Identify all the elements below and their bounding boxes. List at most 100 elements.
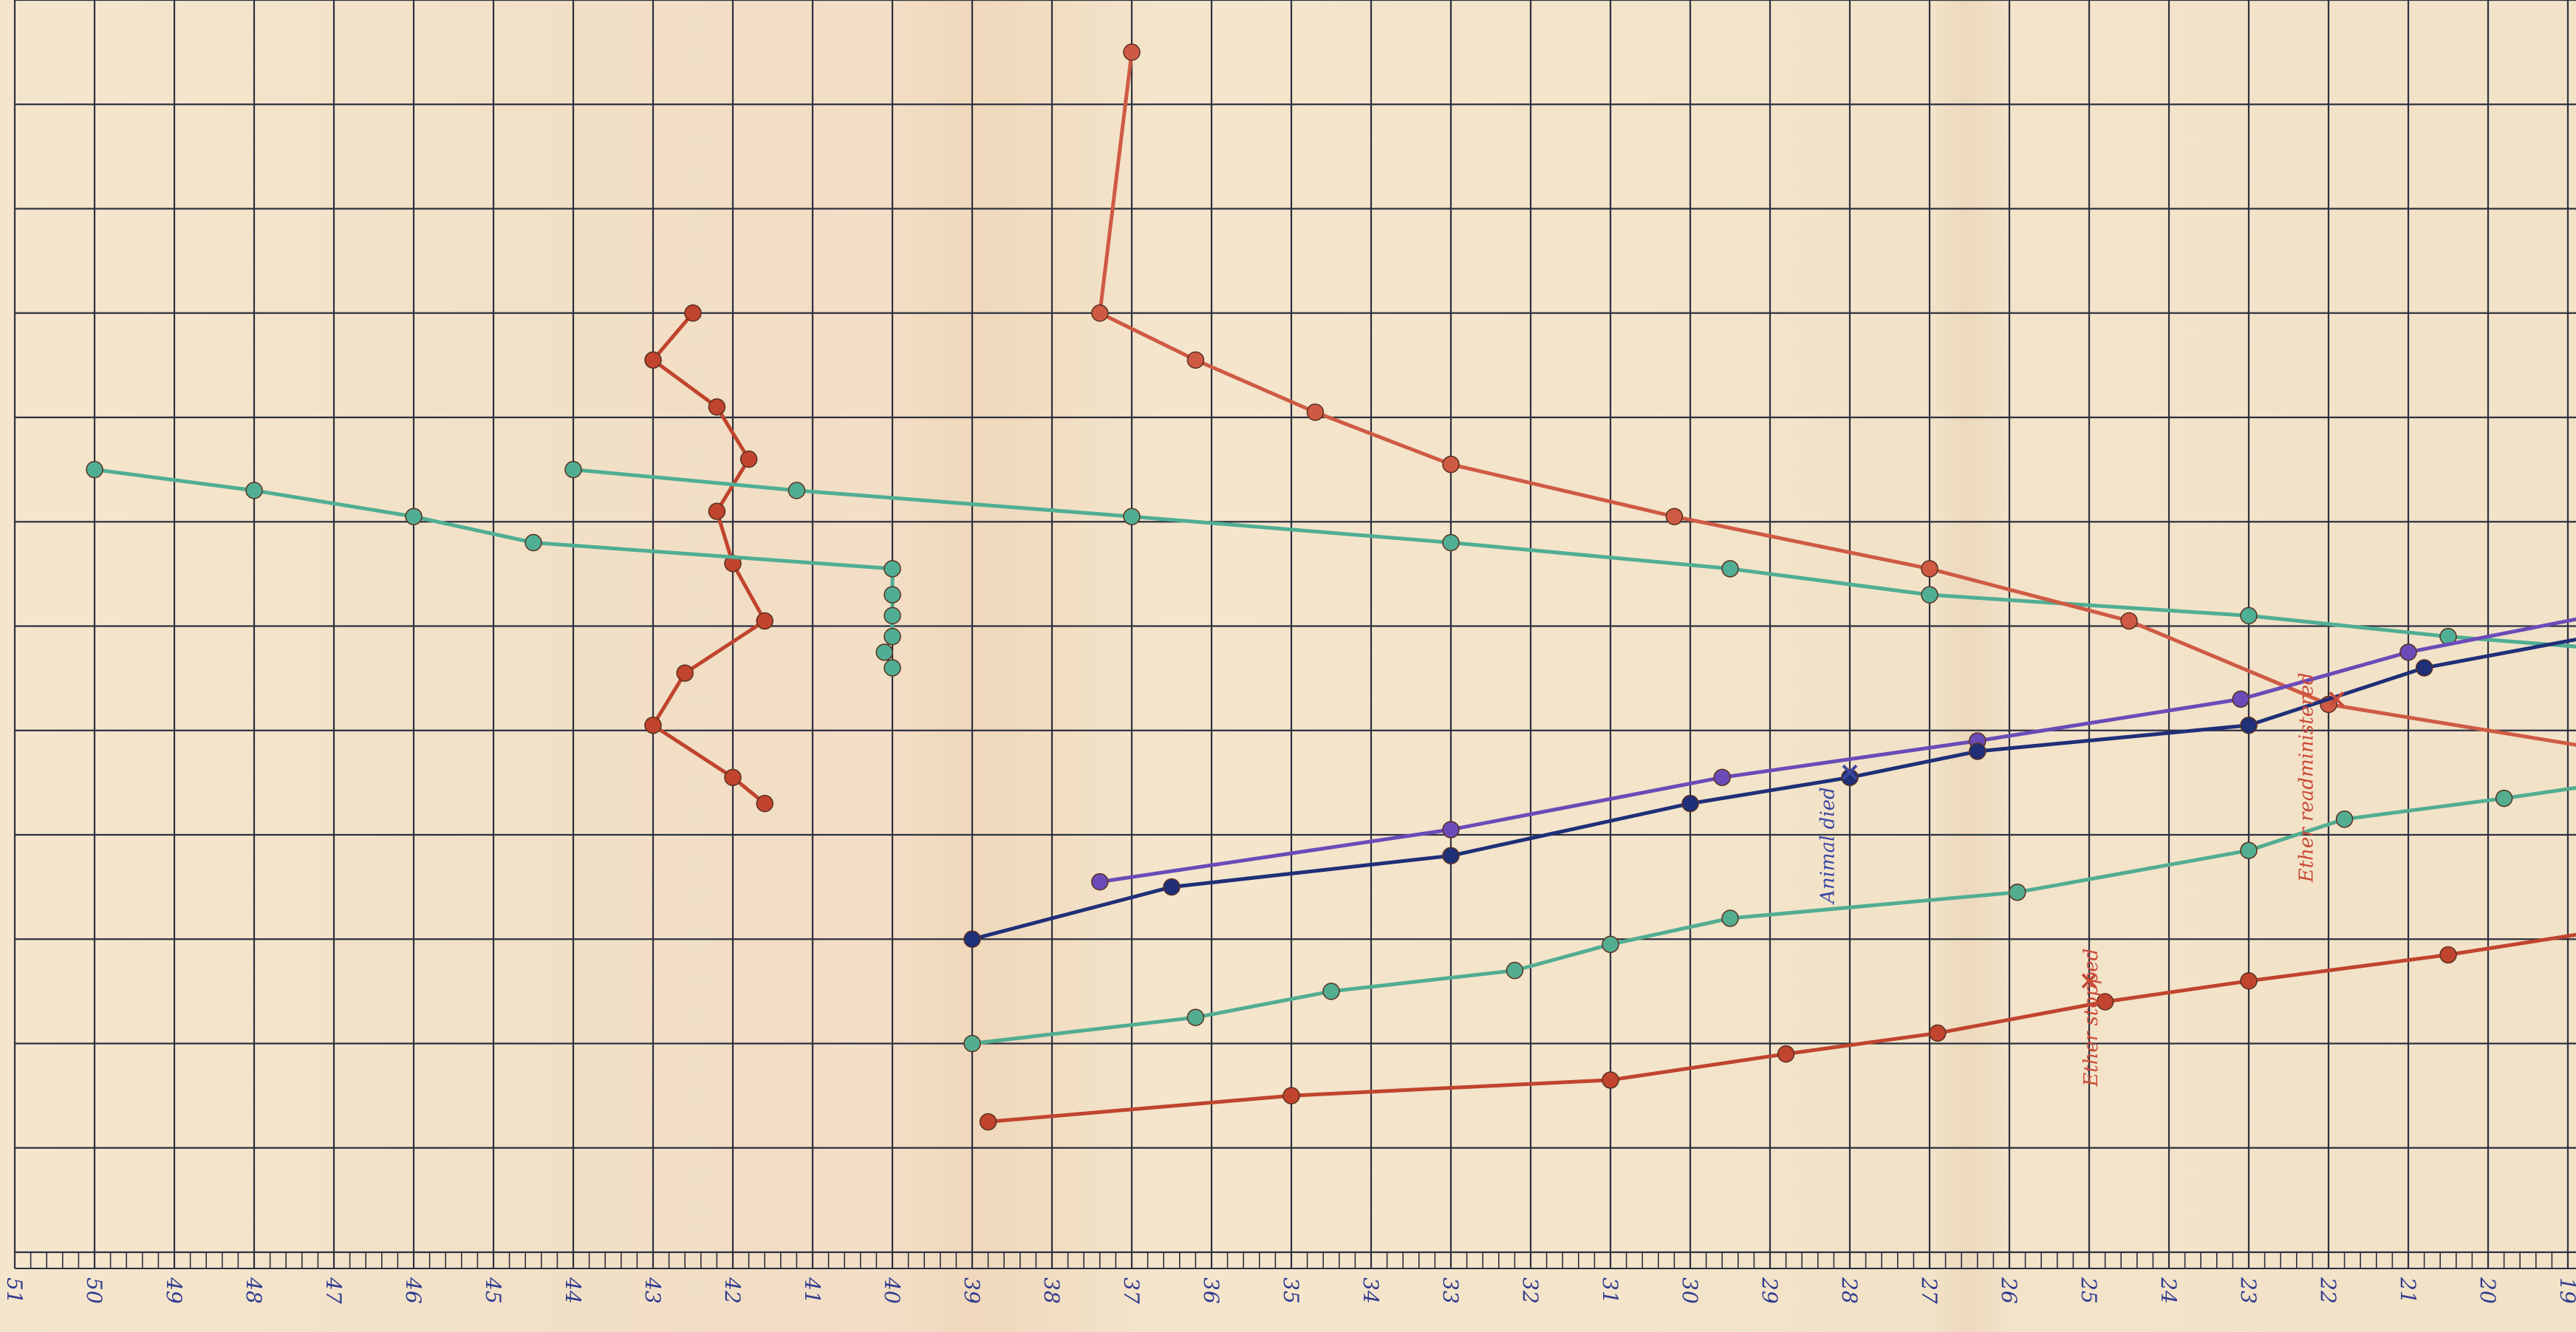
x-tick-label: 24 xyxy=(2156,1277,2181,1304)
data-point xyxy=(1602,1071,1619,1089)
data-point xyxy=(724,768,742,787)
x-tick-label: 40 xyxy=(880,1277,904,1304)
series-8 xyxy=(979,932,2576,1131)
x-tick-label: 25 xyxy=(2077,1277,2101,1304)
x-tick-label: 36 xyxy=(1199,1277,1223,1304)
data-point xyxy=(708,502,726,520)
data-point xyxy=(708,398,726,416)
data-point xyxy=(2240,607,2258,625)
data-point xyxy=(86,460,103,479)
series-4 xyxy=(1091,43,2576,747)
data-point xyxy=(2240,972,2258,990)
data-point xyxy=(1929,1024,1947,1042)
data-point xyxy=(525,533,542,552)
x-tick-label: 46 xyxy=(401,1277,426,1304)
data-point xyxy=(884,586,901,604)
data-point xyxy=(676,664,694,682)
data-point xyxy=(2415,659,2433,677)
data-point xyxy=(405,508,423,525)
data-point xyxy=(884,627,901,646)
x-tick-label: 22 xyxy=(2316,1277,2340,1304)
x-tick-label: 29 xyxy=(1757,1277,1782,1304)
data-point xyxy=(1841,768,1859,787)
data-point xyxy=(1777,1045,1795,1063)
data-point xyxy=(1123,508,1141,525)
x-tick-label: 30 xyxy=(1678,1277,1702,1304)
data-point xyxy=(2495,789,2513,807)
data-point xyxy=(2009,883,2026,901)
annotation-label: Ether readministered xyxy=(2295,672,2317,883)
x-tick-label: 21 xyxy=(2396,1277,2420,1304)
data-point xyxy=(1442,821,1460,839)
series-2 xyxy=(86,460,901,677)
data-point xyxy=(1091,872,1109,891)
data-point xyxy=(788,482,806,499)
data-point xyxy=(2232,690,2249,708)
data-point xyxy=(1306,403,1325,421)
series-1 xyxy=(644,304,773,813)
x-tick-label: 44 xyxy=(561,1277,585,1304)
data-point xyxy=(1721,909,1739,927)
x-tick-label: 20 xyxy=(2476,1277,2500,1304)
series-line xyxy=(986,932,2576,1124)
x-tick-label: 26 xyxy=(1997,1277,2021,1304)
series-line xyxy=(1098,50,2576,747)
annotation-label: Ether stopped xyxy=(2080,949,2102,1087)
x-tick-label: 33 xyxy=(1438,1277,1463,1304)
annotation-marker xyxy=(2081,973,2097,989)
x-tick-label: 47 xyxy=(321,1277,346,1304)
x-tick-label: 34 xyxy=(1359,1277,1383,1304)
x-tick-label: 35 xyxy=(1279,1277,1303,1304)
data-point xyxy=(1665,508,1684,525)
x-axis-ticks xyxy=(15,1252,2576,1269)
data-point xyxy=(1322,983,1340,1000)
data-point xyxy=(756,794,773,813)
annotation-marker xyxy=(2329,691,2345,707)
data-point xyxy=(684,304,702,322)
annotations: Ether stopped Animal died Ether readminist… xyxy=(1817,672,2345,1087)
data-point xyxy=(884,607,901,625)
annotation-marker xyxy=(1842,764,1858,780)
data-point xyxy=(979,1113,997,1131)
data-point xyxy=(245,482,263,499)
data-point xyxy=(884,659,901,677)
series-3 xyxy=(564,460,2576,649)
data-point xyxy=(2240,716,2258,734)
data-point xyxy=(2399,643,2417,661)
data-point xyxy=(1123,43,1141,61)
x-tick-label: 41 xyxy=(800,1277,824,1304)
data-point xyxy=(2120,612,2138,630)
data-point xyxy=(644,716,662,734)
series-7 xyxy=(963,785,2576,1053)
data-point xyxy=(2335,810,2354,828)
x-tick-label: 37 xyxy=(1119,1277,1144,1304)
x-tick-label: 45 xyxy=(481,1277,505,1304)
x-tick-label: 31 xyxy=(1598,1277,1622,1304)
data-point xyxy=(1681,794,1699,813)
data-point xyxy=(1282,1087,1300,1104)
data-point xyxy=(1921,586,1938,604)
data-point xyxy=(1506,961,1524,980)
x-tick-label: 19 xyxy=(2555,1277,2576,1304)
x-tick-label: 49 xyxy=(162,1277,186,1304)
data-point xyxy=(1186,351,1205,369)
x-tick-label: 50 xyxy=(82,1277,106,1304)
x-tick-label: 32 xyxy=(1518,1277,1542,1304)
x-tick-label: 28 xyxy=(1837,1277,1862,1304)
grid xyxy=(13,0,2576,1268)
data-point xyxy=(1091,304,1109,322)
x-tick-label: 51 xyxy=(2,1277,27,1304)
data-point xyxy=(884,560,901,578)
data-point xyxy=(1442,455,1460,474)
data-point xyxy=(963,1034,981,1053)
data-point xyxy=(756,612,773,630)
data-point xyxy=(875,643,893,661)
data-point xyxy=(1163,878,1181,896)
data-point xyxy=(1602,935,1619,954)
x-tick-label: 48 xyxy=(242,1277,266,1304)
data-point xyxy=(963,930,981,948)
data-point xyxy=(1921,560,1938,578)
series-line xyxy=(571,468,2576,649)
